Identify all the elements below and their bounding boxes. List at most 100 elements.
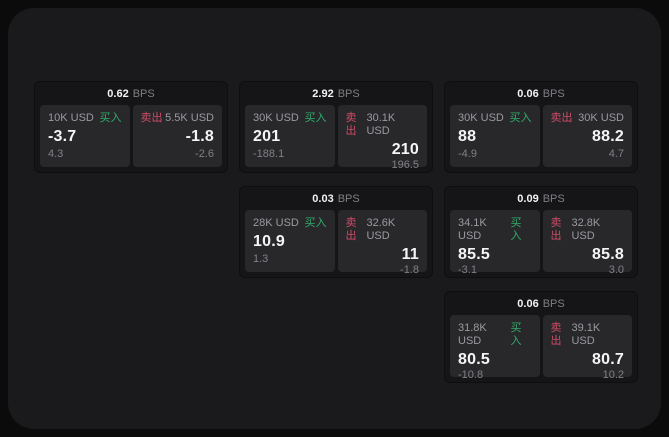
buy-label: 买入 [510,322,522,347]
buy-amount: 30K USD [253,112,299,124]
quote-card: 0.09 BPS 34.1K USD 买入 85.5 -3.1 卖出 32.8K… [444,186,638,278]
buy-pane-top: 34.1K USD 买入 [458,217,532,243]
buy-pane[interactable]: 34.1K USD 买入 85.5 -3.1 [450,210,540,276]
buy-pane[interactable]: 30K USD 买入 201 -188.1 [245,105,335,167]
card-header: 0.62 BPS [40,82,222,105]
quote-grid: 0.62 BPS 10K USD 买入 -3.7 4.3 卖出 5.5K USD… [34,81,638,383]
buy-pane-top: 31.8K USD 买入 [458,322,532,348]
buy-pane-top: 28K USD 买入 [253,217,327,230]
card-header: 0.03 BPS [245,187,427,210]
bps-unit-label: BPS [542,297,565,310]
sell-label: 卖出 [550,112,573,124]
sell-delta: 3.0 [608,264,624,276]
buy-pane-top: 30K USD 买入 [458,112,532,125]
bps-value: 0.06 [517,297,539,310]
sell-pane-top: 卖出 32.8K USD [551,217,625,243]
app-window: 0.62 BPS 10K USD 买入 -3.7 4.3 卖出 5.5K USD… [8,8,661,429]
buy-amount: 10K USD [48,112,94,124]
buy-pane-top: 10K USD 买入 [48,112,122,125]
card-header: 0.06 BPS [450,292,632,315]
buy-pane[interactable]: 30K USD 买入 88 -4.9 [450,105,540,167]
quote-card: 0.06 BPS 31.8K USD 买入 80.5 -10.8 卖出 39.1… [444,291,638,383]
sell-label: 卖出 [140,112,163,124]
bps-unit-label: BPS [337,87,360,100]
buy-delta: -3.1 [458,264,477,276]
buy-delta: 1.3 [253,253,269,265]
buy-delta: -10.8 [458,369,484,381]
buy-label: 买入 [304,217,327,229]
sell-pane[interactable]: 卖出 39.1K USD 80.7 10.2 [542,315,632,381]
sell-amount: 39.1K USD [571,322,601,347]
quote-card: 2.92 BPS 30K USD 买入 201 -188.1 卖出 30.1K … [239,81,433,173]
bps-value: 0.03 [312,192,334,205]
sell-pane[interactable]: 卖出 30K USD 88.2 4.7 [542,105,632,167]
bps-unit-label: BPS [542,87,565,100]
card-body: 30K USD 买入 88 -4.9 卖出 30K USD 88.2 4.7 [450,105,632,167]
sell-pane-top: 卖出 30.1K USD [346,112,420,138]
sell-pane[interactable]: 卖出 5.5K USD -1.8 -2.6 [132,105,222,167]
sell-delta: 10.2 [602,369,624,381]
sell-price: 80.7 [592,351,624,368]
buy-delta: -188.1 [253,148,285,160]
sell-label: 卖出 [550,217,562,242]
buy-price: 80.5 [458,351,490,368]
card-body: 28K USD 买入 10.9 1.3 卖出 32.6K USD 11 -1.8 [245,210,427,276]
buy-pane-top: 30K USD 买入 [253,112,327,125]
buy-pane[interactable]: 31.8K USD 买入 80.5 -10.8 [450,315,540,381]
bps-value: 2.92 [312,87,334,100]
sell-amount: 32.6K USD [366,217,396,242]
card-header: 0.09 BPS [450,187,632,210]
sell-label: 卖出 [550,322,562,347]
quote-card: 0.03 BPS 28K USD 买入 10.9 1.3 卖出 32.6K US… [239,186,433,278]
buy-price: 88 [458,128,477,145]
buy-amount: 28K USD [253,217,299,229]
sell-label: 卖出 [345,217,357,242]
card-body: 30K USD 买入 201 -188.1 卖出 30.1K USD 210 1… [245,105,427,171]
sell-pane-top: 卖出 39.1K USD [551,322,625,348]
bps-value: 0.62 [107,87,129,100]
sell-pane[interactable]: 卖出 32.8K USD 85.8 3.0 [542,210,632,276]
sell-amount: 30K USD [578,112,624,124]
sell-delta: 4.7 [608,148,624,160]
sell-label: 卖出 [345,112,357,137]
card-body: 10K USD 买入 -3.7 4.3 卖出 5.5K USD -1.8 -2.… [40,105,222,167]
sell-price: 11 [401,246,419,263]
bps-value: 0.09 [517,192,539,205]
sell-pane-top: 卖出 5.5K USD [141,112,215,125]
sell-pane-top: 卖出 32.6K USD [346,217,420,243]
buy-price: -3.7 [48,128,77,145]
card-body: 34.1K USD 买入 85.5 -3.1 卖出 32.8K USD 85.8… [450,210,632,276]
sell-delta: 196.5 [391,159,419,171]
buy-label: 买入 [509,112,532,124]
buy-amount: 34.1K USD [458,217,487,242]
buy-amount: 30K USD [458,112,504,124]
bps-unit-label: BPS [337,192,360,205]
buy-pane[interactable]: 28K USD 买入 10.9 1.3 [245,210,335,272]
bps-unit-label: BPS [542,192,565,205]
sell-amount: 5.5K USD [165,112,214,124]
sell-pane[interactable]: 卖出 32.6K USD 11 -1.8 [337,210,427,276]
sell-amount: 32.8K USD [571,217,601,242]
sell-price: -1.8 [185,128,214,145]
sell-pane[interactable]: 卖出 30.1K USD 210 196.5 [337,105,427,171]
buy-label: 买入 [304,112,327,124]
sell-amount: 30.1K USD [366,112,396,137]
card-header: 0.06 BPS [450,82,632,105]
buy-pane[interactable]: 10K USD 买入 -3.7 4.3 [40,105,130,167]
buy-delta: 4.3 [48,148,64,160]
bps-value: 0.06 [517,87,539,100]
sell-delta: -2.6 [195,148,214,160]
bps-unit-label: BPS [132,87,155,100]
card-body: 31.8K USD 买入 80.5 -10.8 卖出 39.1K USD 80.… [450,315,632,381]
sell-price: 88.2 [592,128,624,145]
buy-label: 买入 [99,112,122,124]
buy-delta: -4.9 [458,148,477,160]
quote-card: 0.06 BPS 30K USD 买入 88 -4.9 卖出 30K USD 8… [444,81,638,173]
buy-price: 85.5 [458,246,490,263]
sell-pane-top: 卖出 30K USD [551,112,625,125]
buy-price: 10.9 [253,233,285,250]
card-header: 2.92 BPS [245,82,427,105]
buy-amount: 31.8K USD [458,322,487,347]
sell-price: 85.8 [592,246,624,263]
buy-label: 买入 [510,217,522,242]
